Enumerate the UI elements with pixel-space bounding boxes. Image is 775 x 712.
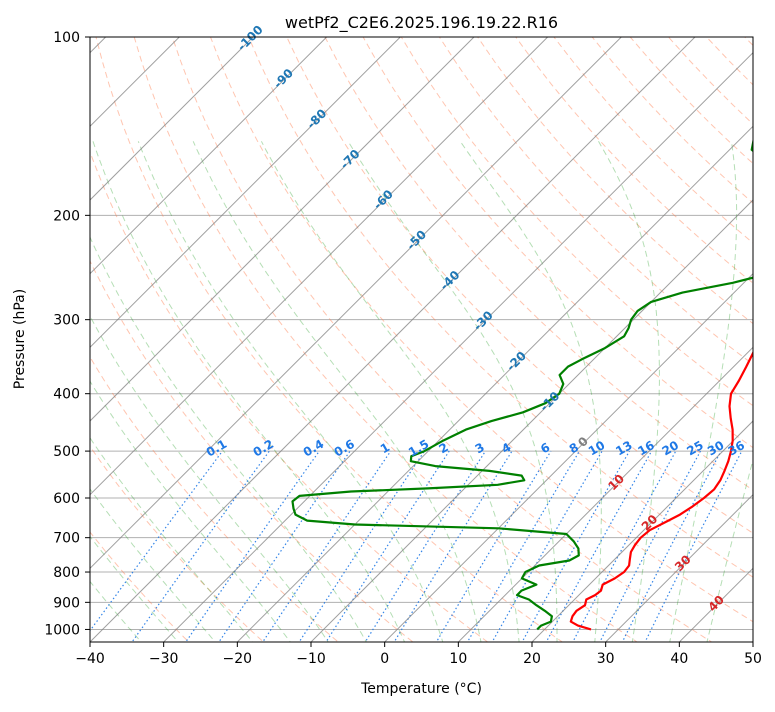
chart-title: wetPf2_C2E6.2025.196.19.22.R16 [285, 13, 558, 33]
y-tick-label: 600 [53, 491, 80, 507]
x-tick-label: −10 [296, 651, 326, 667]
y-tick-label: 700 [53, 531, 80, 547]
y-tick-label: 900 [53, 595, 80, 611]
x-tick-label: −30 [149, 651, 179, 667]
y-axis-label: Pressure (hPa) [12, 289, 28, 389]
x-axis-label: Temperature (°C) [360, 681, 482, 697]
y-tick-label: 800 [53, 565, 80, 581]
x-tick-label: 40 [670, 651, 688, 667]
y-tick-label: 300 [53, 313, 80, 329]
x-tick-label: 20 [523, 651, 541, 667]
x-tick-label: 50 [744, 651, 762, 667]
x-tick-label: −20 [223, 651, 253, 667]
x-tick-label: −40 [75, 651, 105, 667]
y-tick-label: 100 [53, 30, 80, 46]
y-tick-label: 200 [53, 208, 80, 224]
y-tick-label: 500 [53, 444, 80, 460]
x-tick-label: 0 [380, 651, 389, 667]
y-tick-label: 1000 [44, 622, 80, 638]
y-tick-label: 400 [53, 387, 80, 403]
x-tick-label: 10 [449, 651, 467, 667]
x-tick-label: 30 [597, 651, 615, 667]
